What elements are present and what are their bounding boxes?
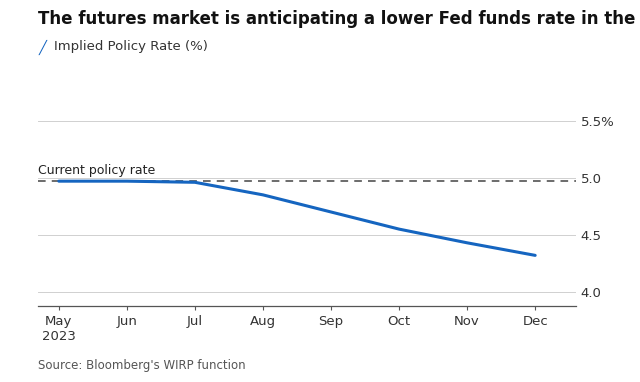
- Text: Current policy rate: Current policy rate: [38, 163, 156, 176]
- Text: ╱: ╱: [38, 40, 51, 55]
- Text: The futures market is anticipating a lower Fed funds rate in the coming months: The futures market is anticipating a low…: [38, 10, 640, 28]
- Text: Source: Bloomberg's WIRP function: Source: Bloomberg's WIRP function: [38, 359, 246, 372]
- Text: Implied Policy Rate (%): Implied Policy Rate (%): [54, 40, 208, 53]
